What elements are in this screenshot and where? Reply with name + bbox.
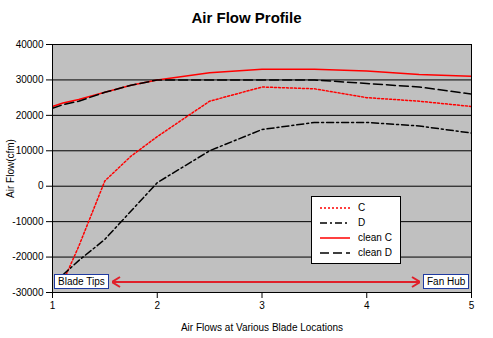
- svg-text:3: 3: [259, 300, 265, 311]
- svg-text:40000: 40000: [16, 39, 44, 50]
- html-text:D: D: [358, 217, 366, 228]
- svg-text:5: 5: [469, 300, 475, 311]
- svg-text:Air Flow(cfm): Air Flow(cfm): [5, 139, 16, 198]
- html-text:clean C: clean C: [358, 232, 392, 243]
- html-text:clean D: clean D: [358, 247, 392, 258]
- html-text:Fan Hub: Fan Hub: [427, 276, 466, 287]
- svg-text:4: 4: [364, 300, 370, 311]
- svg-text:-20000: -20000: [12, 251, 44, 262]
- svg-text:Air Flows at Various Blade Loc: Air Flows at Various Blade Locations: [181, 322, 343, 333]
- svg-text:-30000: -30000: [12, 287, 44, 298]
- svg-text:0: 0: [38, 180, 44, 191]
- html-text:Air Flow Profile: Air Flow Profile: [191, 9, 302, 26]
- html-text:Blade Tips: Blade Tips: [58, 276, 105, 287]
- svg-text:20000: 20000: [16, 110, 44, 121]
- svg-text:30000: 30000: [16, 74, 44, 85]
- svg-text:-10000: -10000: [12, 216, 44, 227]
- svg-text:1: 1: [50, 300, 56, 311]
- svg-text:10000: 10000: [16, 145, 44, 156]
- html-text:C: C: [358, 202, 366, 213]
- svg-text:2: 2: [154, 300, 160, 311]
